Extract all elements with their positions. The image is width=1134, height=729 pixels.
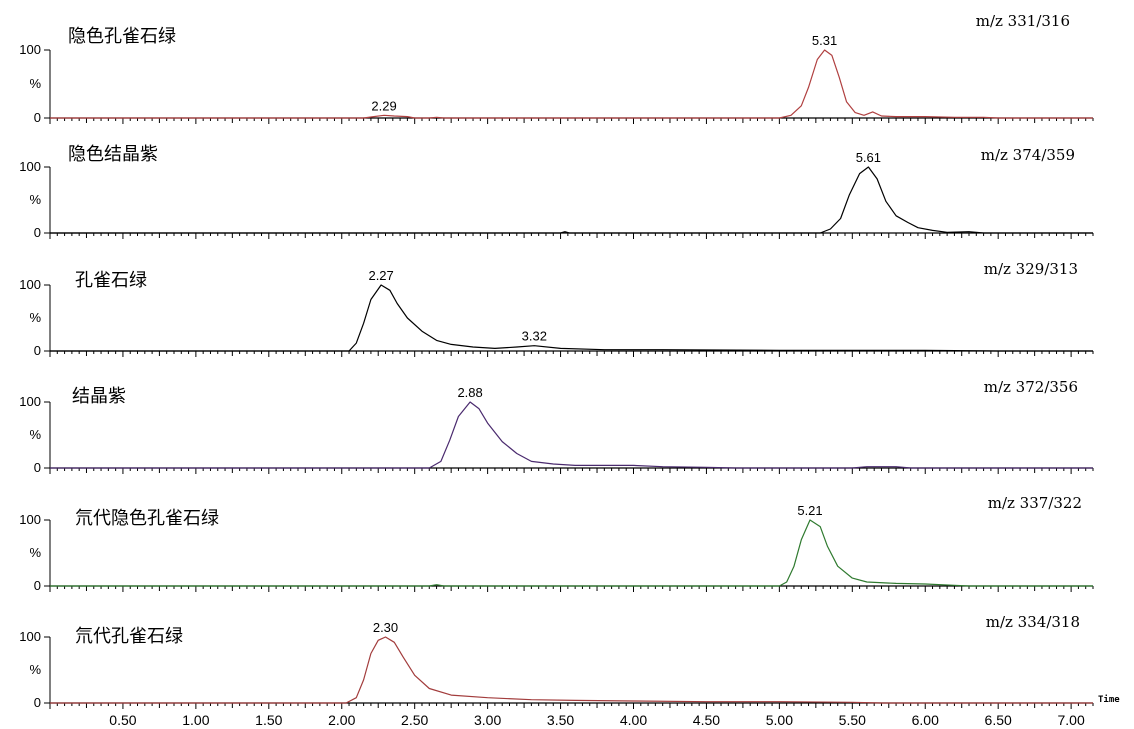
- y-tick-label: %: [29, 545, 41, 560]
- compound-name: 氘代孔雀石绿: [75, 626, 183, 647]
- y-tick-label: 100: [19, 512, 41, 527]
- chromatogram-panel: 100% 0 5.21 氘代隐色孔雀石绿 m/z 337/322: [19, 494, 1094, 593]
- chromatogram-panel: 100% 0 5.61 隐色结晶紫 m/z 374/359: [19, 144, 1094, 240]
- compound-name: 隐色孔雀石绿: [68, 26, 176, 47]
- peak-label: 5.61: [856, 150, 881, 165]
- x-tick-label: 1.50: [255, 712, 282, 728]
- y-tick-label: 0: [34, 578, 41, 593]
- x-tick-label: 5.00: [766, 712, 793, 728]
- ion-transition-label: m/z 337/322: [988, 494, 1082, 512]
- trace-line: [50, 284, 1093, 352]
- y-tick-label: %: [29, 76, 41, 91]
- y-tick-label: 0: [34, 695, 41, 710]
- trace-line: [50, 49, 1093, 119]
- chromatogram-panel: 100% 0 2.30 氘代孔雀石绿 m/z 334/318: [19, 613, 1094, 710]
- y-tick-label: 100: [19, 159, 41, 174]
- y-tick-label: %: [29, 427, 41, 442]
- trace-line: [50, 636, 1093, 704]
- x-tick-label: 3.50: [547, 712, 574, 728]
- trace-line: [50, 166, 1093, 234]
- ion-transition-label: m/z 372/356: [984, 378, 1078, 396]
- x-tick-label: 6.50: [985, 712, 1012, 728]
- y-tick-label: 0: [34, 460, 41, 475]
- chromatogram-panel: 100% 0 2.88 结晶紫 m/z 372/356: [19, 378, 1094, 475]
- peak-label: 5.21: [797, 503, 822, 518]
- chromatogram-panel: 100% 0 2.27 3.32 孔雀石绿 m/z 329/313: [19, 260, 1094, 358]
- x-tick-label: 4.50: [693, 712, 720, 728]
- x-tick-label: 2.50: [401, 712, 428, 728]
- compound-name: 结晶紫: [72, 386, 126, 407]
- x-tick-label: 4.00: [620, 712, 647, 728]
- x-tick-label: 2.00: [328, 712, 355, 728]
- compound-name: 孔雀石绿: [75, 270, 147, 291]
- y-tick-label: 100: [19, 277, 41, 292]
- y-tick-label: 100: [19, 394, 41, 409]
- y-tick-label: 100: [19, 42, 41, 57]
- x-tick-label: 1.00: [182, 712, 209, 728]
- ion-transition-label: m/z 331/316: [976, 12, 1070, 30]
- trace-line: [50, 519, 1093, 587]
- ion-transition-label: m/z 334/318: [986, 613, 1080, 631]
- ion-transition-label: m/z 329/313: [984, 260, 1078, 278]
- compound-name: 隐色结晶紫: [68, 144, 158, 165]
- y-tick-label: %: [29, 192, 41, 207]
- trace-line: [50, 401, 1093, 469]
- x-tick-label: 7.00: [1057, 712, 1084, 728]
- peak-label: 2.30: [373, 620, 398, 635]
- peak-label: 2.27: [368, 268, 393, 283]
- x-tick-label: 0.50: [109, 712, 136, 728]
- compound-name: 氘代隐色孔雀石绿: [75, 508, 219, 529]
- x-tick-label: 3.00: [474, 712, 501, 728]
- y-tick-label: 0: [34, 343, 41, 358]
- x-tick-label: 6.00: [912, 712, 939, 728]
- y-tick-label: 100: [19, 629, 41, 644]
- y-tick-label: 0: [34, 225, 41, 240]
- x-axis-title: Time: [1098, 694, 1120, 705]
- ion-transition-label: m/z 374/359: [981, 146, 1075, 164]
- y-tick-label: 0: [34, 110, 41, 125]
- peak-label: 2.29: [371, 98, 396, 113]
- peak-label: 2.88: [457, 385, 482, 400]
- peak-label: 5.31: [812, 33, 837, 48]
- peak-label: 3.32: [522, 329, 547, 344]
- y-tick-label: %: [29, 662, 41, 677]
- y-tick-label: %: [29, 310, 41, 325]
- x-tick-label: 5.50: [839, 712, 866, 728]
- chromatogram-panel: 100% 0 5.31 2.29 隐色孔雀石绿 m/z 331/316: [19, 12, 1094, 125]
